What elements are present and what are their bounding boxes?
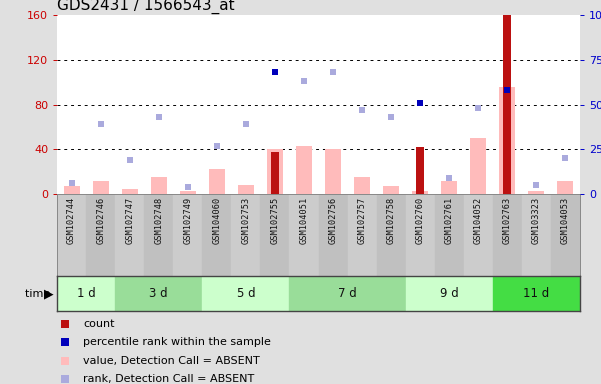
Bar [290, 194, 319, 276]
Bar [412, 190, 428, 194]
Bar [238, 185, 254, 194]
Bar [528, 190, 545, 194]
Text: GSM104052: GSM104052 [474, 196, 483, 243]
Text: GDS2431 / 1566543_at: GDS2431 / 1566543_at [57, 0, 235, 14]
Bar [144, 194, 173, 276]
Bar [57, 194, 86, 276]
Bar [319, 194, 347, 276]
Bar [347, 194, 377, 276]
Bar [406, 194, 435, 276]
Bar [499, 87, 515, 194]
Text: GSM102758: GSM102758 [386, 196, 395, 243]
Bar [203, 194, 231, 276]
Bar [151, 177, 166, 194]
Text: GSM103323: GSM103323 [532, 196, 541, 243]
Bar [504, 15, 511, 194]
Text: ▶: ▶ [44, 287, 54, 300]
Bar [267, 149, 283, 194]
Text: GSM102748: GSM102748 [154, 196, 163, 243]
Text: value, Detection Call = ABSENT: value, Detection Call = ABSENT [83, 356, 260, 366]
Text: GSM102761: GSM102761 [445, 196, 454, 243]
Text: GSM102760: GSM102760 [416, 196, 425, 243]
Bar [115, 194, 144, 276]
Bar [122, 189, 138, 194]
Text: GSM102746: GSM102746 [96, 196, 105, 243]
Bar [493, 194, 522, 276]
Text: time: time [25, 289, 54, 299]
Bar [260, 194, 290, 276]
Bar [203, 276, 290, 311]
Bar [471, 138, 486, 194]
Text: GSM104060: GSM104060 [212, 196, 221, 243]
Text: 9 d: 9 d [440, 287, 459, 300]
Bar [377, 194, 406, 276]
Text: GSM102755: GSM102755 [270, 196, 279, 243]
Bar [354, 177, 370, 194]
Text: 7 d: 7 d [338, 287, 357, 300]
Text: GSM104051: GSM104051 [299, 196, 308, 243]
Text: GSM102744: GSM102744 [67, 196, 76, 243]
Text: percentile rank within the sample: percentile rank within the sample [83, 337, 271, 347]
Bar [522, 194, 551, 276]
Text: 3 d: 3 d [150, 287, 168, 300]
Bar [435, 194, 464, 276]
Bar [86, 194, 115, 276]
Bar [180, 190, 196, 194]
Text: GSM102763: GSM102763 [503, 196, 512, 243]
Bar [64, 186, 79, 194]
Text: GSM104053: GSM104053 [561, 196, 570, 243]
Bar [173, 194, 203, 276]
Bar [558, 180, 573, 194]
Bar [551, 194, 580, 276]
Bar [93, 180, 109, 194]
Bar [231, 194, 260, 276]
Text: GSM102757: GSM102757 [358, 196, 367, 243]
Text: 5 d: 5 d [237, 287, 255, 300]
Text: 1 d: 1 d [77, 287, 96, 300]
Bar [416, 147, 424, 194]
Bar [57, 276, 115, 311]
Bar [383, 186, 399, 194]
Text: GSM102756: GSM102756 [329, 196, 338, 243]
Text: GSM102753: GSM102753 [242, 196, 251, 243]
Text: rank, Detection Call = ABSENT: rank, Detection Call = ABSENT [83, 374, 254, 384]
Text: 11 d: 11 d [523, 287, 549, 300]
Text: count: count [83, 319, 115, 329]
Bar [290, 276, 406, 311]
Bar [296, 146, 312, 194]
Text: GSM102749: GSM102749 [183, 196, 192, 243]
Bar [464, 194, 493, 276]
Bar [209, 169, 225, 194]
Bar [325, 149, 341, 194]
Text: GSM102747: GSM102747 [125, 196, 134, 243]
Bar [271, 152, 279, 194]
Bar [115, 276, 203, 311]
Bar [441, 180, 457, 194]
Bar [406, 276, 493, 311]
Bar [493, 276, 580, 311]
